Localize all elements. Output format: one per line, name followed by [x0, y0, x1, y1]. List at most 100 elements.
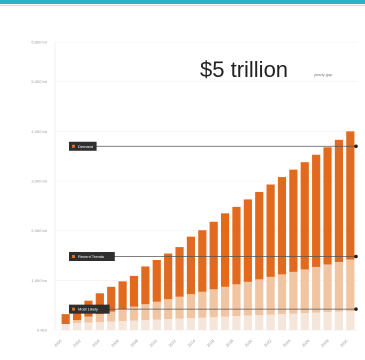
- bar-most-likely: [209, 317, 218, 330]
- bar-most-likely: [107, 321, 116, 330]
- x-tick-label: 2004: [91, 338, 101, 348]
- reference-badge: [69, 141, 97, 151]
- y-tick-label: 3,000 bn: [31, 179, 47, 184]
- bar-demand: [255, 191, 264, 280]
- bar-demand: [118, 281, 127, 310]
- bar-most-likely: [243, 315, 252, 330]
- y-tick-labels: 0.0bn 1,000 bn 2,000 bn 3,000 bn 4,000 bn 5,0…: [31, 40, 47, 333]
- bar-recent-trends: [129, 306, 139, 321]
- bar-recent-trends: [175, 296, 184, 319]
- y-tick-label: 5,000 bn: [31, 79, 47, 84]
- bar-demand: [232, 206, 241, 285]
- x-tick-label: 2000: [53, 338, 63, 348]
- bar-demand: [209, 221, 218, 290]
- reference-badge-marker: [72, 255, 75, 259]
- x-tick-label: 2010: [148, 338, 158, 348]
- reference-badge-label: Recent Trends: [78, 254, 104, 259]
- bar-most-likely: [289, 313, 298, 330]
- bar-demand: [323, 147, 332, 265]
- reference-badge-label: Demand: [78, 144, 93, 149]
- bar-demand: [95, 293, 104, 315]
- bar-demand: [300, 162, 309, 270]
- bar-most-likely: [61, 324, 70, 330]
- reference-badge: [69, 252, 115, 262]
- bar-demand: [152, 259, 161, 302]
- bar-demand: [312, 154, 321, 267]
- x-tick-label: 2008: [129, 338, 139, 348]
- bar-most-likely: [266, 314, 275, 330]
- bar-demand: [107, 286, 116, 312]
- x-tick-label: 2024: [282, 338, 292, 348]
- bar-recent-trends: [323, 264, 332, 313]
- bar-most-likely: [277, 314, 287, 330]
- y-tick-label: 0.0bn: [37, 328, 47, 333]
- bar-most-likely: [118, 321, 127, 330]
- bar-demand: [289, 169, 298, 272]
- x-tick-label: 2014: [186, 338, 196, 348]
- bar-most-likely: [232, 316, 241, 330]
- bar-recent-trends: [346, 259, 355, 312]
- x-tick-label: 2026: [301, 338, 311, 348]
- top-accent-rule-thin: [0, 5, 365, 6]
- bar-demand: [129, 275, 139, 307]
- bar-recent-trends: [300, 269, 309, 314]
- bar-recent-trends: [84, 316, 93, 323]
- bar-demand: [266, 184, 275, 277]
- bar-recent-trends: [118, 309, 127, 322]
- top-accent-rule: [0, 0, 365, 4]
- reference-lines: Demand Recent Trends Most Likely: [69, 141, 358, 314]
- y-tick-label: 2,000 bn: [31, 228, 47, 233]
- y-tick-label: 5,800 bn: [31, 40, 47, 45]
- headline-suffix: yearly gap: [314, 72, 333, 77]
- bar-most-likely: [164, 319, 173, 330]
- bar-recent-trends: [232, 284, 241, 317]
- bar-demand: [198, 230, 207, 292]
- bar-most-likely: [220, 316, 230, 330]
- bar-demand: [164, 253, 173, 300]
- x-tick-label: 2006: [110, 338, 120, 348]
- bar-most-likely: [312, 312, 321, 330]
- bar-demand: [334, 139, 344, 262]
- reference-badge: [69, 304, 110, 314]
- bar-recent-trends: [220, 286, 230, 317]
- bar-demand: [175, 247, 184, 297]
- bar-most-likely: [323, 312, 332, 330]
- bar-recent-trends: [141, 304, 150, 321]
- bar-most-likely: [175, 318, 184, 330]
- reference-badge-label: Most Likely: [78, 307, 98, 312]
- headline-value: $5 trillion: [200, 57, 288, 82]
- bar-most-likely: [129, 320, 139, 330]
- x-tick-label: 2002: [72, 338, 82, 348]
- x-tick-label: 2016: [205, 338, 215, 348]
- y-tick-label: 1,000 bn: [31, 278, 47, 283]
- bar-most-likely: [72, 323, 82, 330]
- x-tick-label: 2030: [339, 338, 349, 348]
- bar-demand: [346, 131, 355, 260]
- bar-recent-trends: [255, 279, 264, 316]
- bar-recent-trends: [209, 289, 218, 318]
- x-tick-label: 2012: [167, 338, 177, 348]
- bar-recent-trends: [198, 291, 207, 318]
- y-tick-label: 4,000 bn: [31, 129, 47, 134]
- reference-end-dot: [354, 144, 358, 149]
- x-tick-label: 2018: [224, 338, 234, 348]
- reference-badge-marker: [72, 307, 75, 311]
- bar-recent-trends: [243, 281, 252, 316]
- bar-most-likely: [141, 320, 150, 330]
- bar-recent-trends: [289, 271, 298, 314]
- x-tick-labels: 2000 2002 2004 2006 2008 2010 2012 2014 2016 2018…: [53, 338, 349, 348]
- bar-most-likely: [84, 322, 93, 330]
- reference-badge-marker: [72, 144, 75, 148]
- bar-recent-trends: [334, 261, 344, 312]
- bar-recent-trends: [107, 311, 116, 322]
- bar-demand: [277, 177, 287, 275]
- bar-recent-trends: [312, 266, 321, 313]
- bar-recent-trends: [186, 294, 196, 319]
- bar-recent-trends: [152, 301, 161, 320]
- bar-most-likely: [300, 313, 309, 330]
- bar-demand: [243, 199, 252, 282]
- bar-most-likely: [186, 318, 196, 330]
- x-tick-label: 2022: [263, 338, 273, 348]
- bar-recent-trends: [266, 276, 275, 315]
- bar-recent-trends: [95, 314, 104, 323]
